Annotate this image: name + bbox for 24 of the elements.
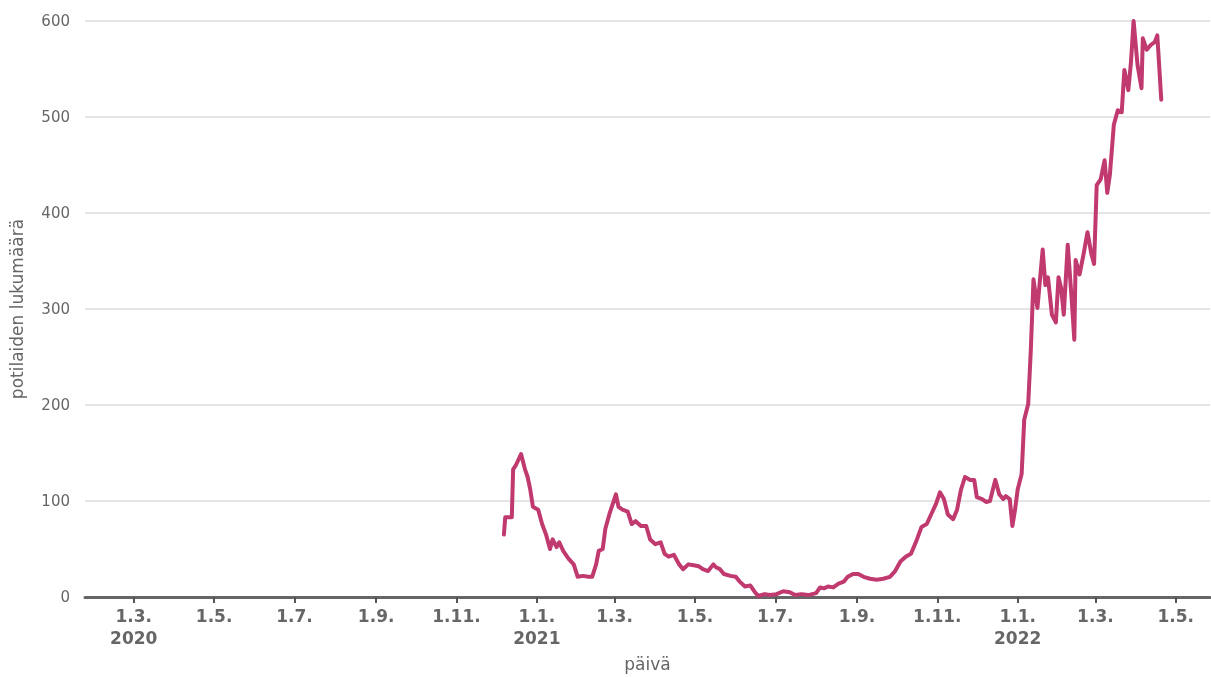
x-tick-label: 1.3. — [596, 606, 633, 626]
x-tick-label: 1.11. — [432, 606, 481, 626]
y-tick-label: 100 — [41, 492, 70, 510]
x-tick-label: 1.9. — [838, 606, 876, 626]
x-axis-title: päivä — [624, 653, 671, 674]
line-series — [501, 19, 1164, 599]
x-tick-label: 1.5. — [195, 606, 233, 626]
y-axis-title: potilaiden lukumäärä — [6, 218, 27, 400]
x-tick-label: 1.9. — [357, 606, 395, 626]
x-tick-label: 1.7. — [756, 606, 794, 626]
y-tick-label: 200 — [41, 396, 70, 414]
x-tick-label: 1.3. 2020 — [110, 606, 158, 648]
y-tick-label: 600 — [41, 12, 70, 30]
x-tick-label: 1.7. — [276, 606, 313, 626]
x-tick-label: 1.3. — [1077, 606, 1114, 626]
x-tick-label: 1.1. 2021 — [513, 606, 561, 648]
x-tick-label: 1.5. — [1157, 606, 1195, 626]
x-tick-label: 1.11. — [913, 606, 962, 626]
y-tick-label: 400 — [41, 204, 70, 222]
y-tick-label: 300 — [41, 300, 70, 318]
x-tick-label: 1.5. — [676, 606, 714, 626]
y-tick-label: 0 — [60, 588, 70, 606]
x-tick-label: 1.1. 2022 — [994, 606, 1042, 648]
y-tick-label: 500 — [41, 108, 70, 126]
